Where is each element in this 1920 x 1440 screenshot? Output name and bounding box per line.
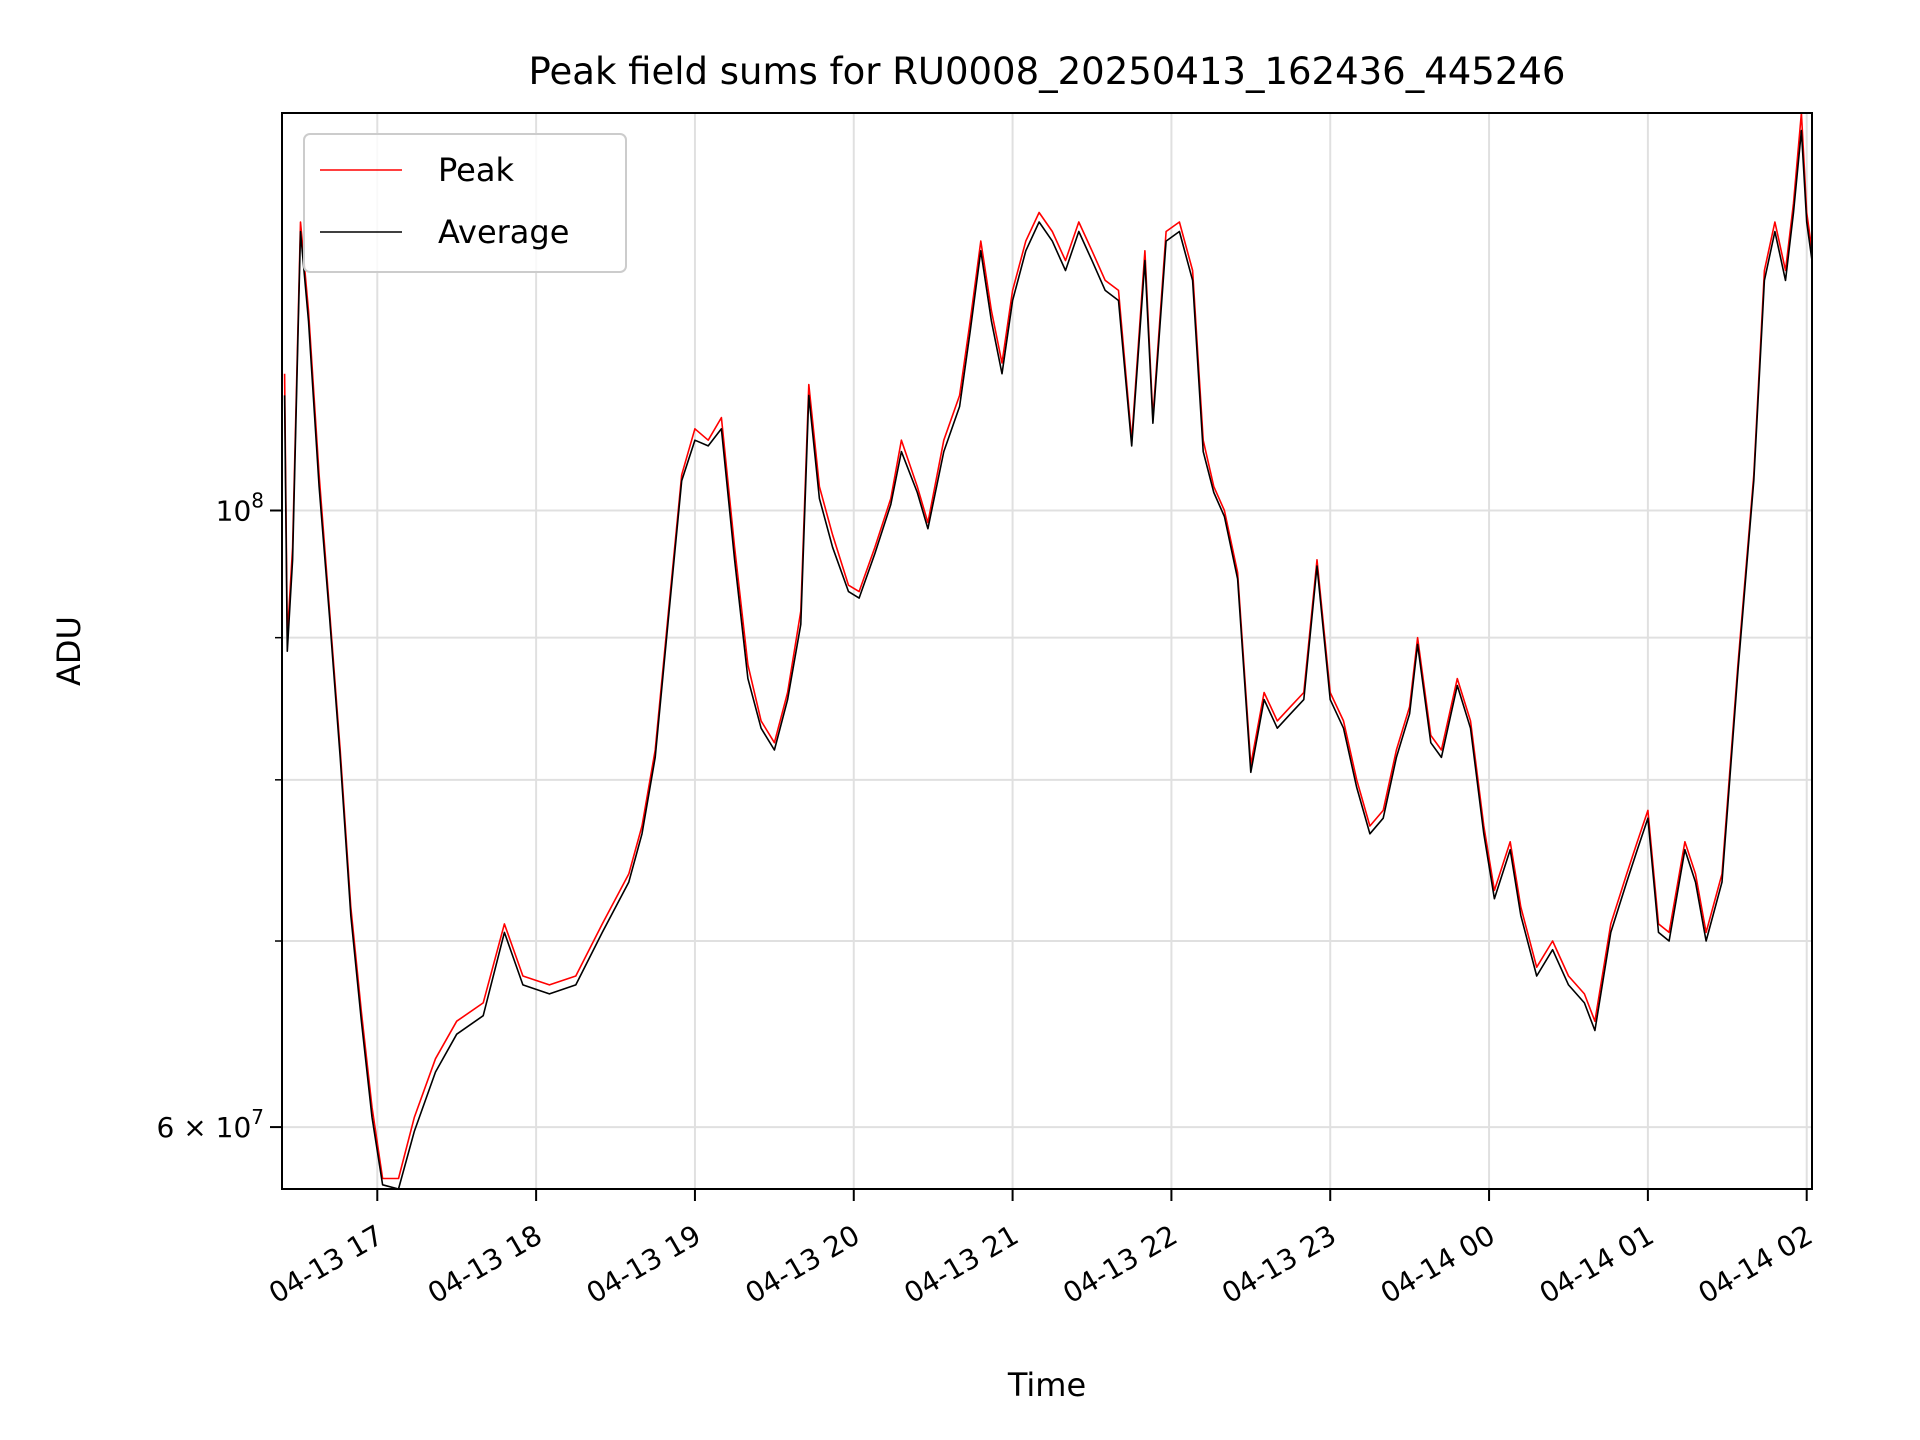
series-line-peak — [283, 112, 1813, 1180]
y-axis-ticks: 108 6 × 107 — [157, 488, 282, 1144]
legend-box — [303, 133, 627, 273]
grid-lines — [282, 113, 1812, 1189]
legend-average-label: Average — [438, 213, 569, 251]
plot-frame — [281, 112, 1813, 1190]
y-tick-label: 6 × 107 — [157, 1105, 264, 1144]
y-axis-label: ADU — [50, 616, 88, 686]
chart-title: Peak field sums for RU0008_20250413_1624… — [529, 50, 1566, 93]
legend-peak-label: Peak — [438, 151, 514, 189]
y-tick-label: 108 — [216, 488, 264, 527]
legend: Peak Average — [303, 133, 627, 273]
series-line-average — [283, 129, 1813, 1190]
series-layer — [283, 112, 1813, 1190]
x-axis-label: Time — [1007, 1366, 1086, 1404]
